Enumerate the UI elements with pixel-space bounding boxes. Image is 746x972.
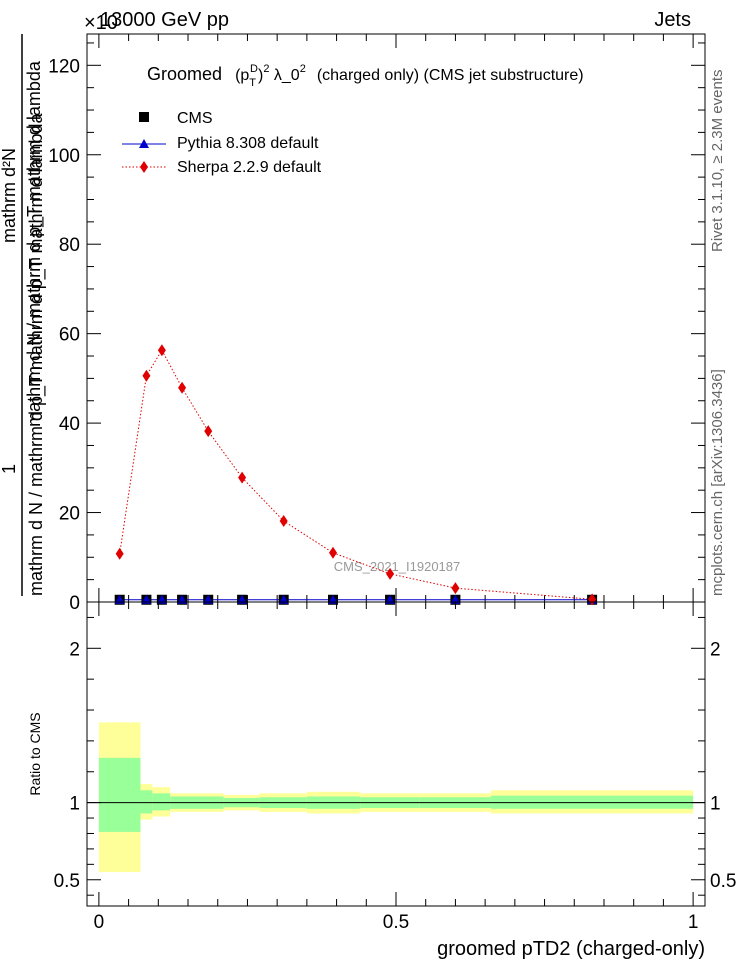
ratio-y-tick-label: 2 — [69, 639, 80, 660]
main-y-tick-label: 40 — [59, 414, 80, 435]
main-y-tick-label: 0 — [69, 593, 80, 614]
sherpa-point — [451, 582, 460, 595]
ratio-y-axis-label: Ratio to CMS — [27, 712, 43, 795]
main-y-tick-label: 80 — [59, 235, 80, 256]
main-y-ticks: 0 20 40 60 80 100 120 — [48, 42, 705, 614]
header-energy-label: 13000 GeV pp — [100, 9, 229, 31]
sherpa-point — [115, 547, 124, 560]
sherpa-point — [238, 471, 247, 484]
main-y-tick-label: 100 — [48, 146, 80, 167]
ratio-bands — [98, 722, 694, 873]
legend-label-cms: CMS — [177, 110, 213, 127]
analysis-watermark: CMS_2021_I1920187 — [334, 559, 461, 574]
sherpa-point — [178, 381, 187, 394]
mcplots-label: mcplots.cern.ch [arXiv:1306.3436] — [709, 369, 726, 596]
main-y-tick-label: 60 — [59, 325, 80, 346]
plot-title: Groomed (pTD)2 λ_02 (charged only) (CMS … — [147, 56, 584, 89]
header-exponent: ×10 — [84, 12, 118, 34]
legend-label-pythia: Pythia 8.308 default — [177, 135, 319, 152]
y-label-one: 1 — [0, 464, 19, 474]
ratio-y-tick-label: 0.5 — [710, 871, 736, 892]
sherpa-point — [142, 369, 151, 382]
ratio-x-tick-label: 1 — [688, 912, 699, 933]
rivet-version-label: Rivet 3.1.10, ≥ 2.3M events — [709, 70, 726, 253]
sherpa-point — [279, 515, 288, 528]
header-jets-label: Jets — [654, 9, 691, 31]
legend: CMS Pythia 8.308 default Sherpa 2.2.9 de… — [122, 110, 322, 176]
ratio-band-inner — [140, 790, 153, 814]
main-x-ticks — [98, 34, 694, 602]
ratio-frame — [86, 601, 706, 907]
y-label-top: mathrm d²N — [0, 148, 19, 243]
ratio-band-inner — [98, 757, 141, 832]
sherpa-point — [204, 425, 213, 438]
ratio-y-tick-label: 2 — [710, 639, 721, 660]
ratio-x-tick-label: 0.5 — [383, 912, 409, 933]
sherpa-point — [386, 567, 395, 580]
ratio-y-tick-label: 0.5 — [54, 871, 80, 892]
plot-title-rest: (charged only) (CMS jet substructure) — [317, 67, 584, 84]
ratio-y-ticks: 0.5 0.5 1 1 2 2 — [54, 616, 736, 896]
plot-title-groomed: Groomed — [147, 64, 222, 84]
plot-title-math: (p — [235, 67, 249, 84]
x-axis-label: groomed pTD2 (charged-only) — [437, 938, 705, 960]
y-label-mid: mathrm d N / mathrm d p_T mathrm d lambd… — [24, 60, 45, 427]
legend-label-sherpa: Sherpa 2.2.9 default — [177, 159, 322, 176]
sherpa-point — [157, 344, 166, 357]
ratio-y-tick-label: 1 — [710, 794, 721, 815]
legend-marker-sherpa — [140, 161, 148, 173]
legend-marker-pythia — [139, 139, 149, 148]
ratio-y-tick-label: 1 — [69, 794, 80, 815]
main-y-tick-label: 20 — [59, 504, 80, 525]
ratio-band-inner — [152, 793, 171, 811]
legend-marker-cms — [139, 112, 149, 122]
y-label-bottom: mathrm d N / mathrm d p_T mathrm d p_T m… — [26, 113, 47, 596]
ratio-x-tick-label: 0 — [94, 912, 105, 933]
main-y-tick-label: 120 — [48, 56, 80, 77]
ratio-panel: 0.5 0.51 12 2 0 0.5 1 Ratio to CMS groomed pT… — [27, 601, 736, 960]
ratio-x-ticks: 0 0.5 1 — [94, 602, 699, 933]
sherpa-point — [329, 546, 338, 559]
main-panel: 0 20 40 60 80 100 120 mathrm d²N mathrm d N / … — [0, 33, 706, 614]
main-y-axis-label: mathrm d²N mathrm d N / mathrm d p_T mat… — [0, 34, 47, 596]
